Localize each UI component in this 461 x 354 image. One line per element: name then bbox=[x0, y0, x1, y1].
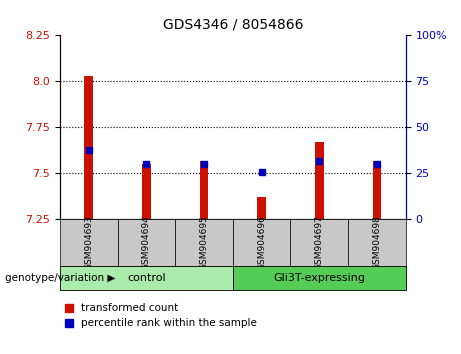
Bar bbox=[175, 219, 233, 266]
Bar bbox=[60, 266, 233, 290]
Bar bbox=[257, 198, 266, 219]
Bar bbox=[142, 164, 151, 219]
Bar bbox=[315, 142, 324, 219]
Text: GSM904698: GSM904698 bbox=[372, 215, 381, 270]
Bar bbox=[290, 219, 348, 266]
Bar bbox=[60, 219, 118, 266]
Bar bbox=[348, 219, 406, 266]
Bar bbox=[233, 266, 406, 290]
Text: GSM904694: GSM904694 bbox=[142, 215, 151, 270]
Bar bbox=[118, 219, 175, 266]
Text: GSM904693: GSM904693 bbox=[84, 215, 93, 270]
Legend: transformed count, percentile rank within the sample: transformed count, percentile rank withi… bbox=[60, 299, 261, 332]
Bar bbox=[372, 161, 381, 219]
Text: GSM904697: GSM904697 bbox=[315, 215, 324, 270]
Bar bbox=[233, 219, 290, 266]
Title: GDS4346 / 8054866: GDS4346 / 8054866 bbox=[163, 17, 303, 32]
Text: GSM904695: GSM904695 bbox=[200, 215, 208, 270]
Bar bbox=[200, 161, 208, 219]
Text: GSM904696: GSM904696 bbox=[257, 215, 266, 270]
Text: control: control bbox=[127, 273, 165, 283]
Text: Gli3T-expressing: Gli3T-expressing bbox=[273, 273, 365, 283]
Bar bbox=[84, 76, 93, 219]
Text: genotype/variation ▶: genotype/variation ▶ bbox=[5, 273, 115, 283]
